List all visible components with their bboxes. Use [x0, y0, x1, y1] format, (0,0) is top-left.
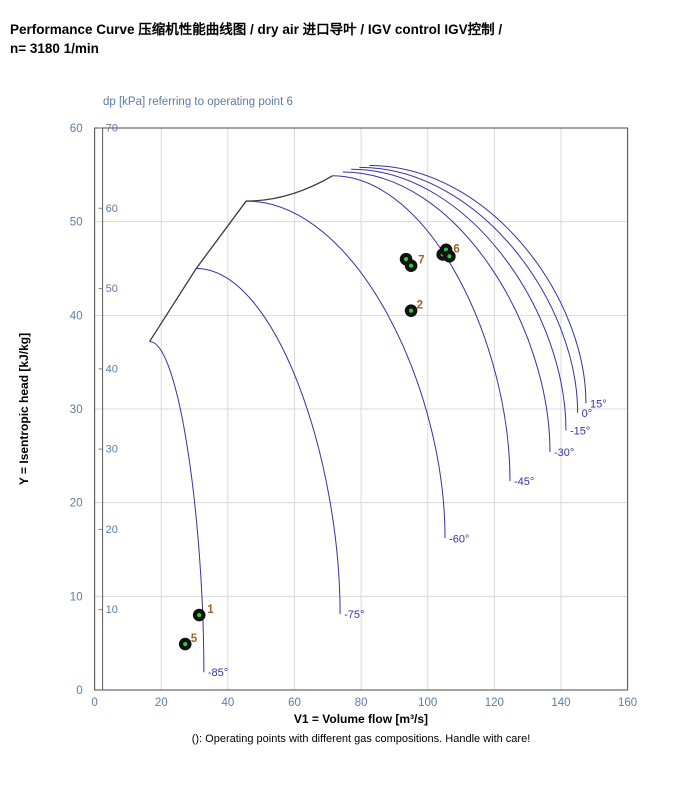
svg-text:-30°: -30°: [554, 447, 574, 459]
svg-text:-85°: -85°: [208, 667, 228, 679]
svg-text:-45°: -45°: [514, 476, 534, 488]
svg-text:6: 6: [453, 243, 459, 255]
svg-text:30: 30: [70, 404, 83, 416]
svg-text:120: 120: [485, 697, 504, 709]
svg-text:-75°: -75°: [344, 609, 364, 621]
svg-text:40: 40: [106, 363, 118, 375]
svg-text:60: 60: [106, 203, 118, 215]
svg-text:40: 40: [70, 310, 83, 322]
svg-text:30: 30: [106, 444, 118, 456]
svg-text:20: 20: [106, 524, 118, 536]
svg-text:0: 0: [76, 685, 82, 697]
svg-text:10: 10: [106, 604, 118, 616]
svg-text:1: 1: [207, 604, 214, 616]
svg-text:50: 50: [106, 283, 118, 295]
svg-text:-15°: -15°: [570, 426, 590, 438]
svg-text:-60°: -60°: [449, 533, 469, 545]
svg-text:100: 100: [418, 697, 437, 709]
svg-text:0: 0: [91, 697, 97, 709]
svg-text:15°: 15°: [590, 398, 607, 410]
svg-text:2: 2: [417, 300, 423, 312]
svg-text:10: 10: [70, 591, 83, 603]
svg-text:70: 70: [106, 123, 118, 135]
svg-text:80: 80: [355, 697, 368, 709]
svg-text:60: 60: [288, 697, 301, 709]
svg-text:60: 60: [70, 123, 83, 135]
svg-text:50: 50: [70, 217, 83, 229]
svg-text:5: 5: [191, 633, 198, 645]
svg-text:20: 20: [70, 498, 83, 510]
svg-text:160: 160: [618, 697, 637, 709]
svg-text:7: 7: [418, 255, 424, 267]
svg-text:40: 40: [221, 697, 234, 709]
svg-text:20: 20: [155, 697, 168, 709]
svg-text:140: 140: [551, 697, 570, 709]
